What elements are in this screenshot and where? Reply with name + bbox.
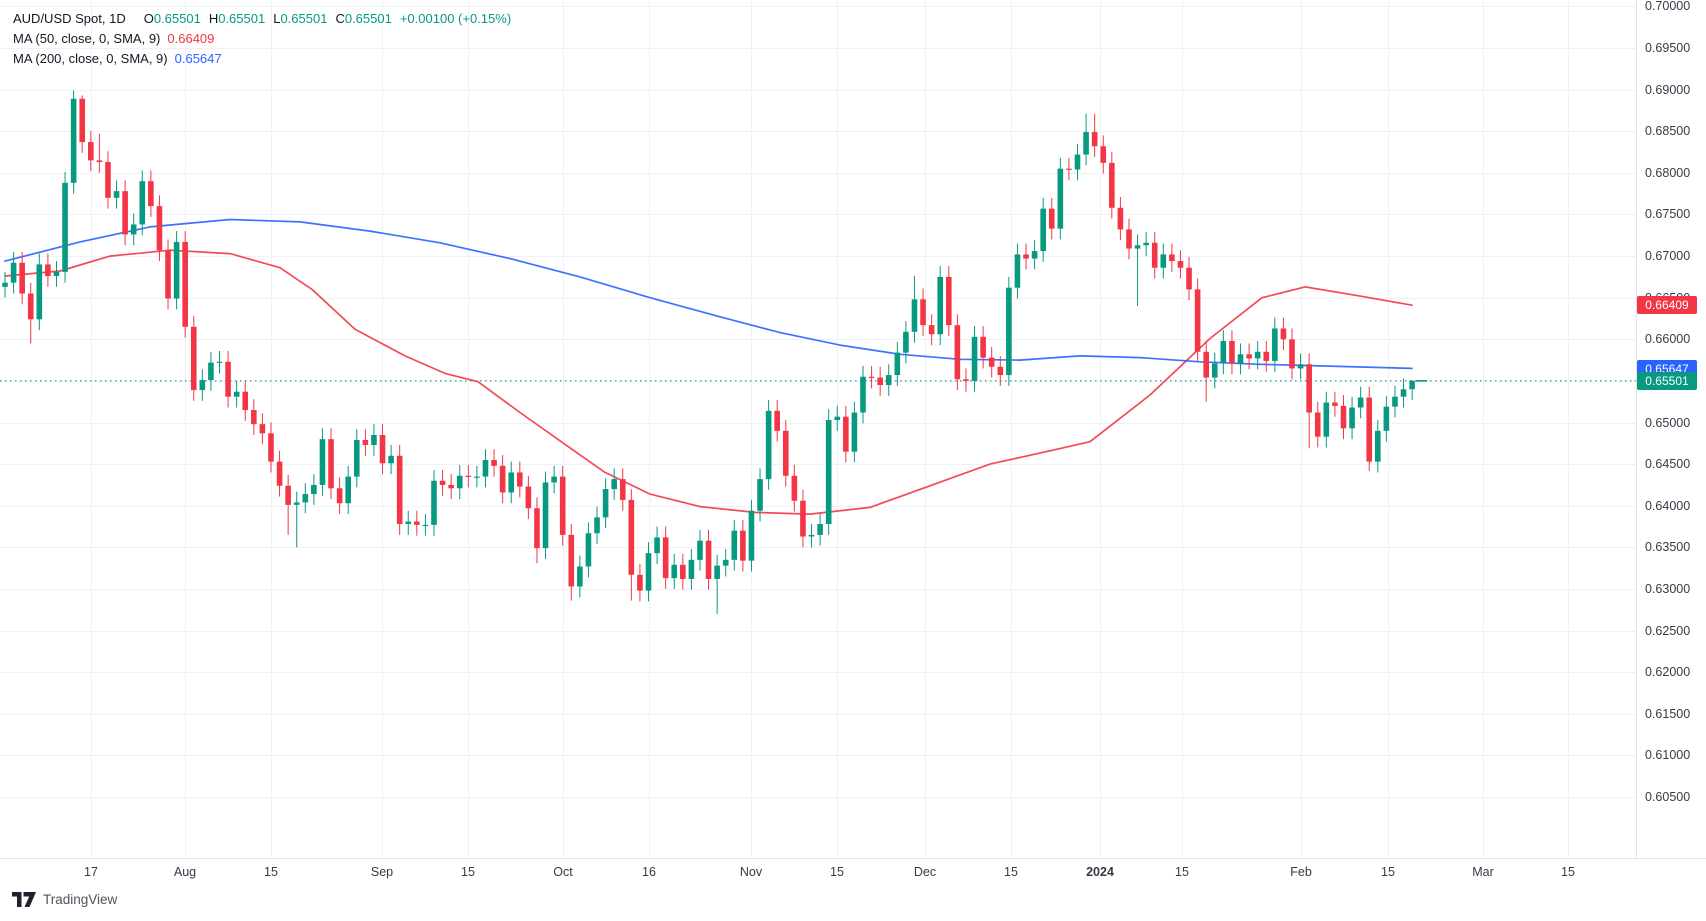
axis-badge-0.65501: 0.65501 bbox=[1637, 371, 1697, 390]
ma200-value: 0.65647 bbox=[174, 51, 222, 66]
candles bbox=[2, 90, 1415, 614]
symbol-legend-row[interactable]: AUD/USD Spot, 1D O0.65501 H0.65501 L0.65501… bbox=[13, 9, 511, 29]
axis-badge-0.66409: 0.66409 bbox=[1637, 296, 1697, 315]
time-tick-label: Nov bbox=[739, 865, 763, 879]
price-tick-label: 0.69500 bbox=[1645, 41, 1691, 56]
price-tick-label: 0.61000 bbox=[1645, 748, 1691, 763]
close-value: 0.65501 bbox=[344, 11, 392, 26]
ma200-legend-row[interactable]: MA (200, close, 0, SMA, 9) 0.65647 bbox=[13, 49, 511, 69]
high-value: 0.65501 bbox=[218, 11, 266, 26]
ma50-value: 0.66409 bbox=[167, 31, 215, 46]
price-tick-label: 0.66000 bbox=[1645, 332, 1691, 347]
time-tick-label: 16 bbox=[642, 865, 656, 879]
time-tick-label: 15 bbox=[830, 865, 844, 879]
price-tick-label: 0.67000 bbox=[1645, 249, 1691, 264]
time-tick-label: Aug bbox=[173, 865, 197, 879]
ma50-line[interactable] bbox=[4, 249, 1413, 515]
price-tick-label: 0.63000 bbox=[1645, 581, 1691, 596]
time-tick-label: 15 bbox=[1561, 865, 1575, 879]
ma50-legend-row[interactable]: MA (50, close, 0, SMA, 9) 0.66409 bbox=[13, 29, 511, 49]
ohlc-values: O0.65501 H0.65501 L0.65501 C0.65501 +0.00100… bbox=[136, 11, 511, 26]
open-key: O bbox=[143, 11, 154, 26]
price-tick-label: 0.69000 bbox=[1645, 82, 1691, 97]
close-key: C bbox=[335, 11, 345, 26]
legend: AUD/USD Spot, 1D O0.65501 H0.65501 L0.65501… bbox=[13, 9, 511, 69]
low-value: 0.65501 bbox=[280, 11, 328, 26]
price-tick-label: 0.68000 bbox=[1645, 165, 1691, 180]
price-axis-border bbox=[1636, 0, 1637, 858]
time-tick-label: 15 bbox=[1175, 865, 1189, 879]
ma200-label: MA (200, close, 0, SMA, 9) bbox=[13, 51, 168, 66]
price-tick-label: 0.61500 bbox=[1645, 706, 1691, 721]
time-tick-label: Feb bbox=[1290, 865, 1312, 879]
price-tick-label: 0.70000 bbox=[1645, 0, 1691, 14]
time-tick-label: 15 bbox=[1381, 865, 1395, 879]
price-tick-label: 0.65000 bbox=[1645, 415, 1691, 430]
time-tick-label: Mar bbox=[1472, 865, 1494, 879]
open-value: 0.65501 bbox=[153, 11, 201, 26]
time-tick-label: Sep bbox=[370, 865, 394, 879]
price-tick-label: 0.63500 bbox=[1645, 540, 1691, 555]
price-tick-label: 0.68500 bbox=[1645, 124, 1691, 139]
gridlines bbox=[0, 0, 1636, 858]
time-tick-label: 15 bbox=[264, 865, 278, 879]
ma200-line[interactable] bbox=[4, 218, 1413, 370]
low-key: L bbox=[273, 11, 281, 26]
time-tick-label: 15 bbox=[1004, 865, 1018, 879]
price-tick-label: 0.62500 bbox=[1645, 623, 1691, 638]
tradingview-logo-text: TradingView bbox=[43, 892, 118, 907]
price-tick-label: 0.64000 bbox=[1645, 498, 1691, 513]
high-key: H bbox=[208, 11, 219, 26]
time-tick-label: 17 bbox=[84, 865, 98, 879]
time-axis-border bbox=[0, 858, 1706, 859]
price-tick-label: 0.60500 bbox=[1645, 790, 1691, 804]
tradingview-watermark[interactable]: TradingView bbox=[12, 892, 117, 907]
change-value: +0.00100 (+0.15%) bbox=[399, 11, 512, 26]
ma50-label: MA (50, close, 0, SMA, 9) bbox=[13, 31, 161, 46]
price-tick-label: 0.67500 bbox=[1645, 207, 1691, 222]
price-tick-label: 0.64500 bbox=[1645, 457, 1691, 472]
time-tick-label: 15 bbox=[461, 865, 475, 879]
tradingview-logo-icon bbox=[12, 892, 36, 907]
time-tick-label: 2024 bbox=[1086, 865, 1114, 879]
symbol-title: AUD/USD Spot, 1D bbox=[13, 11, 126, 26]
price-tick-label: 0.62000 bbox=[1645, 665, 1691, 680]
time-tick-label: Oct bbox=[553, 865, 573, 879]
time-tick-label: Dec bbox=[913, 865, 937, 879]
